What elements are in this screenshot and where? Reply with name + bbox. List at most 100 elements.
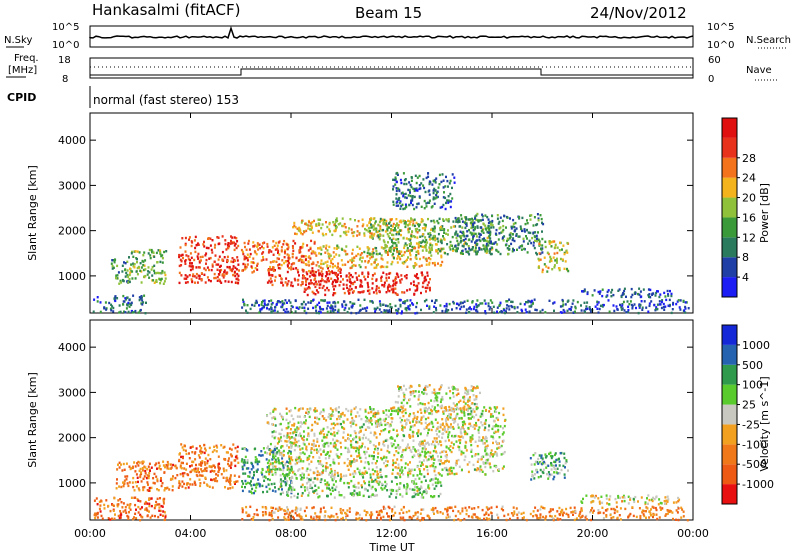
power-cell xyxy=(498,220,501,224)
velocity-cell xyxy=(445,445,448,448)
power-cell xyxy=(460,240,462,243)
velocity-cell xyxy=(119,498,122,501)
power-cell xyxy=(261,245,263,248)
velocity-cell xyxy=(495,440,498,443)
velocity-cell xyxy=(213,478,216,481)
velocity-cell xyxy=(329,475,332,478)
power-cell xyxy=(308,264,311,267)
power-cell xyxy=(117,271,120,274)
velocity-cell xyxy=(181,446,184,449)
power-cell xyxy=(243,241,246,245)
velocity-cell xyxy=(253,491,255,495)
velocity-cell xyxy=(234,464,237,468)
velocity-cell xyxy=(463,428,465,431)
power-cell xyxy=(435,299,438,302)
power-cell xyxy=(141,299,144,302)
velocity-cell xyxy=(144,472,147,475)
power-cell xyxy=(398,252,401,256)
velocity-cell xyxy=(267,468,269,472)
power-cell xyxy=(289,301,292,304)
velocity-cell xyxy=(427,458,430,461)
velocity-cell xyxy=(310,477,313,480)
power-cell xyxy=(421,240,424,243)
velocity-cell xyxy=(266,414,269,418)
power-cell xyxy=(423,207,426,210)
power-cell xyxy=(371,274,374,277)
power-cell xyxy=(429,242,432,245)
velocity-cell xyxy=(297,421,300,424)
power-cell xyxy=(387,284,390,287)
velocity-cell xyxy=(475,406,478,409)
velocity-cell xyxy=(439,426,442,429)
velocity-cell xyxy=(230,461,233,464)
power-cell xyxy=(424,226,427,229)
power-cell xyxy=(417,282,420,285)
power-cell xyxy=(339,280,342,283)
power-cell xyxy=(292,226,295,229)
power-cell xyxy=(416,231,419,234)
power-cell xyxy=(296,227,299,230)
velocity-cell xyxy=(198,456,201,459)
power-cell xyxy=(224,242,227,246)
power-cell xyxy=(416,223,419,226)
velocity-cell xyxy=(273,482,276,485)
power-cell xyxy=(424,246,427,249)
power-cell xyxy=(319,247,321,250)
velocity-cell xyxy=(379,475,382,478)
velocity-cell xyxy=(154,504,157,508)
power-cell xyxy=(593,289,596,292)
velocity-cell xyxy=(484,465,487,469)
velocity-cell xyxy=(249,482,251,485)
velocity-cell xyxy=(412,480,415,483)
velocity-cell xyxy=(137,511,140,514)
velocity-cell xyxy=(293,472,296,476)
power-cell xyxy=(464,248,467,251)
velocity-cell xyxy=(357,451,360,454)
power-cell xyxy=(351,261,353,264)
velocity-cell xyxy=(135,485,138,488)
power-cell xyxy=(323,299,326,303)
velocity-cell xyxy=(404,466,407,470)
velocity-cell xyxy=(155,462,158,465)
velocity-cell xyxy=(254,447,257,450)
power-cell xyxy=(231,242,234,245)
power-cell xyxy=(285,277,288,280)
velocity-cell xyxy=(321,415,324,418)
power-cell xyxy=(656,303,659,306)
power-cell xyxy=(447,233,449,236)
velocity-cell xyxy=(428,412,431,415)
power-cell xyxy=(424,257,427,261)
power-cell xyxy=(190,256,193,259)
power-cell xyxy=(488,228,491,231)
power-cell xyxy=(410,199,413,202)
power-cell xyxy=(631,305,634,308)
velocity-cell xyxy=(225,469,228,472)
power-cell xyxy=(184,281,187,284)
velocity-cell xyxy=(290,490,293,493)
power-cell xyxy=(320,226,323,230)
velocity-cell xyxy=(383,444,386,447)
velocity-cell xyxy=(492,425,495,428)
power-cell xyxy=(298,249,301,252)
power-cell xyxy=(541,308,544,312)
power-cell xyxy=(566,309,569,312)
power-cell xyxy=(475,214,478,217)
velocity-cell xyxy=(457,423,459,426)
power-cell xyxy=(407,238,410,241)
power-cell xyxy=(157,249,160,252)
power-cell xyxy=(184,243,187,247)
power-cell xyxy=(284,281,287,284)
power-cell xyxy=(245,256,248,260)
power-cell xyxy=(393,257,395,260)
velocity-cell xyxy=(133,461,136,464)
velocity-cell xyxy=(300,494,303,497)
velocity-cell xyxy=(363,482,366,485)
velocity-cell xyxy=(274,471,277,474)
velocity-cell xyxy=(267,483,270,486)
power-cell xyxy=(187,255,190,258)
velocity-cell xyxy=(351,422,354,425)
power-cell xyxy=(198,277,201,280)
power-cell xyxy=(398,298,401,302)
power-cell xyxy=(424,275,427,279)
power-cell xyxy=(414,312,417,315)
